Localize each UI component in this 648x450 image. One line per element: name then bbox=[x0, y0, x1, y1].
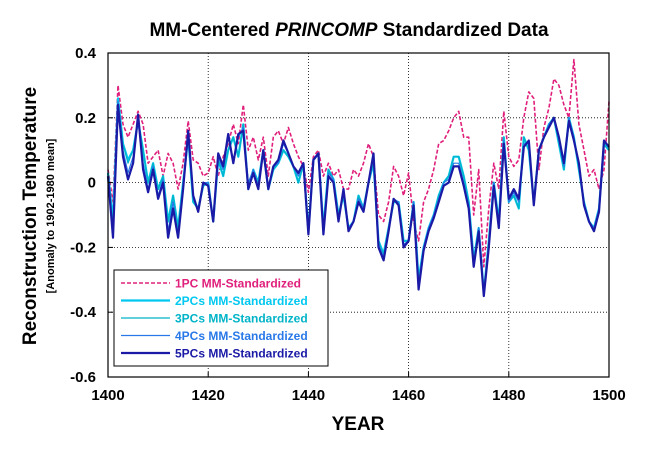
series-line-1 bbox=[107, 58, 610, 268]
x-tick-label: 1460 bbox=[392, 387, 425, 404]
legend-label-4: 4PCs MM-Standardized bbox=[175, 329, 308, 343]
y-tick-label: 0.2 bbox=[75, 110, 96, 127]
y-tick-label: -0.6 bbox=[70, 369, 96, 386]
y-tick-labels: 0.4 0.2 0 -0.2 -0.4 -0.6 bbox=[70, 45, 113, 386]
chart-title: MM-Centered PRINCOMP Standardized Data bbox=[149, 20, 549, 41]
y-tick-label: 0.4 bbox=[75, 45, 97, 62]
x-tick-label: 1420 bbox=[192, 387, 225, 404]
y-tick-label: 0 bbox=[88, 175, 96, 192]
legend-label-2: 2PCs MM-Standardized bbox=[175, 294, 308, 308]
x-axis-label: YEAR bbox=[332, 414, 385, 435]
legend-items: 1PC MM-Standardized 2PCs MM-Standardized 3… bbox=[121, 277, 308, 361]
x-tick-label: 1440 bbox=[292, 387, 325, 404]
series-line-5 bbox=[106, 103, 610, 298]
legend: 1PC MM-Standardized 2PCs MM-Standardized 3… bbox=[113, 269, 329, 367]
x-tick-label: 1480 bbox=[492, 387, 525, 404]
y-tick-label: -0.2 bbox=[70, 239, 96, 256]
x-tick-label: 1400 bbox=[91, 387, 124, 404]
plot-frame bbox=[107, 52, 610, 378]
legend-label-3: 3PCs MM-Standardized bbox=[175, 312, 308, 326]
y-axis-label: Reconstruction Temperature bbox=[20, 87, 41, 345]
plot-lines bbox=[106, 58, 610, 298]
y-tick-label: -0.4 bbox=[70, 304, 97, 321]
x-tick-labels: 1400 1420 1440 1460 1480 1500 bbox=[91, 372, 626, 404]
legend-label-1: 1PC MM-Standardized bbox=[175, 277, 301, 291]
y-axis-sublabel: [Anomaly to 1902-1980 mean] bbox=[45, 138, 57, 293]
legend-label-5: 5PCs MM-Standardized bbox=[175, 347, 308, 361]
x-tick-label: 1500 bbox=[592, 387, 625, 404]
